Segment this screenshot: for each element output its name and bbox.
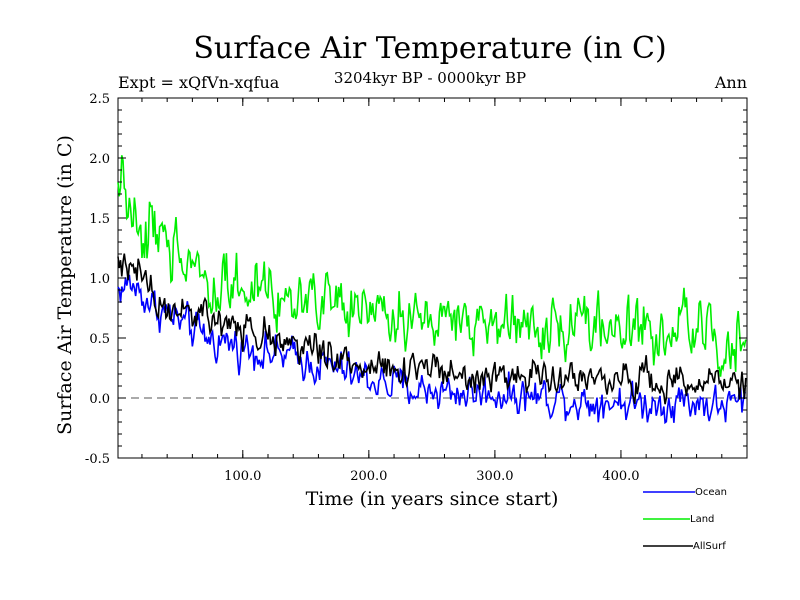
y-axis-label: Surface Air Temperature (in C) xyxy=(54,135,76,435)
x-tick-label: 100.0 xyxy=(224,469,261,484)
x-axis-label: Time (in years since start) xyxy=(306,488,559,510)
y-tick-label: 2.0 xyxy=(89,152,110,167)
ticks-layer: -0.5 0.0 0.5 1.0 1.5 2.0 2.5 100.0 200.0 300.0 400… xyxy=(85,92,747,484)
chart-title: Surface Air Temperature (in C) xyxy=(193,31,666,66)
series-line-allsurf xyxy=(117,253,747,405)
legend-label-ocean: Ocean xyxy=(695,487,727,498)
y-tick-label: 1.0 xyxy=(89,272,110,287)
y-tick-label: 0.5 xyxy=(89,332,110,347)
y-tick-label: -0.5 xyxy=(85,452,110,467)
y-tick-label: 2.5 xyxy=(89,92,110,107)
y-tick-label: 1.5 xyxy=(89,212,110,227)
experiment-label: Expt = xQfVn-xqfua xyxy=(118,73,280,92)
series-line-land xyxy=(117,155,747,377)
legend-label-allsurf: AllSurf xyxy=(693,541,726,552)
x-tick-label: 300.0 xyxy=(476,469,513,484)
chart-subtitle: 3204kyr BP - 0000kyr BP xyxy=(334,69,526,87)
y-tick-label: 0.0 xyxy=(89,392,110,407)
legend-label-land: Land xyxy=(690,514,714,525)
series-layer xyxy=(117,155,747,425)
x-tick-label: 200.0 xyxy=(350,469,387,484)
series-line-ocean xyxy=(117,274,747,425)
legend: Ocean Land AllSurf xyxy=(643,487,727,552)
season-label: Ann xyxy=(714,73,747,92)
x-tick-label: 400.0 xyxy=(602,469,639,484)
